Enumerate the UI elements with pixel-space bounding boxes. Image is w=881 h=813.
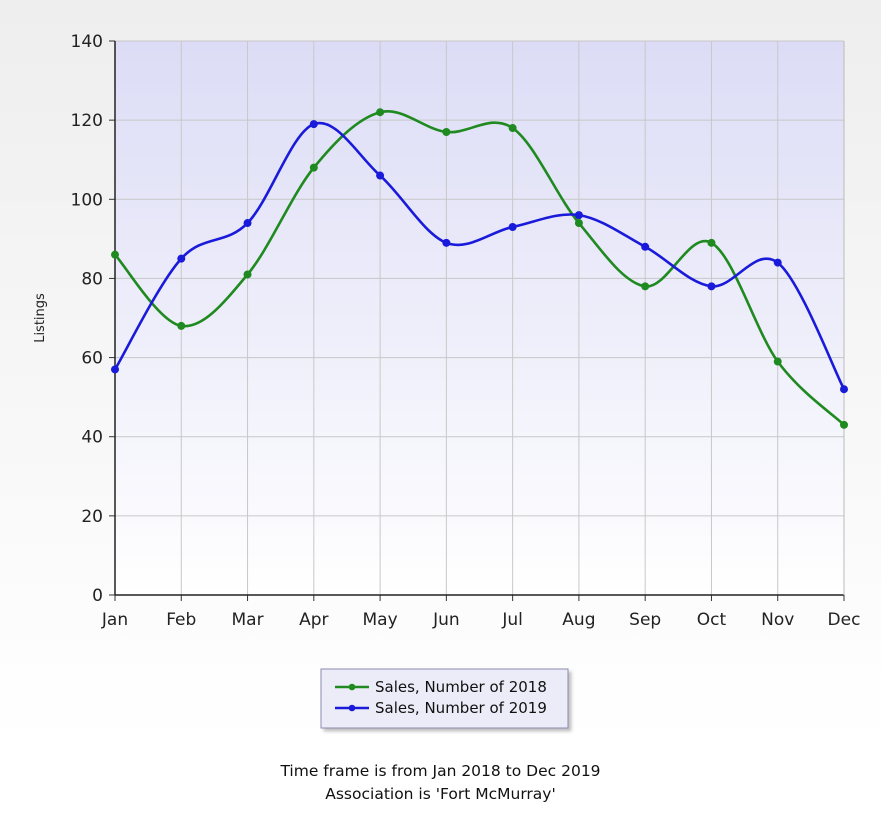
x-tick-label: Aug (562, 610, 595, 630)
data-point (641, 282, 650, 291)
axes (109, 40, 845, 601)
data-point (376, 171, 385, 180)
x-tick-label: Jan (101, 610, 128, 630)
series-2 (111, 120, 848, 394)
data-point (707, 238, 716, 247)
data-point (574, 211, 583, 220)
series-line (113, 121, 846, 390)
data-point (773, 258, 782, 267)
y-tick-label: 40 (81, 428, 103, 448)
data-point (442, 238, 451, 247)
grid-lines (115, 40, 845, 595)
data-point (840, 385, 848, 394)
data-point (111, 365, 119, 374)
data-point (707, 282, 716, 291)
y-tick-label: 0 (92, 586, 103, 606)
footer-info: Time frame is from Jan 2018 to Dec 2019 … (0, 760, 881, 806)
legend-item: Sales, Number of 2018 (335, 678, 547, 696)
x-tick-label: Nov (761, 610, 794, 630)
data-point (508, 222, 517, 231)
data-point (840, 420, 848, 429)
y-tick-label: 20 (81, 507, 103, 527)
data-point (574, 219, 583, 228)
data-point (243, 219, 252, 228)
data-point (508, 124, 517, 133)
legend-item: Sales, Number of 2019 (335, 699, 547, 717)
data-point (442, 128, 451, 137)
x-tick-label: Feb (166, 610, 196, 630)
legend-box (320, 668, 569, 729)
data-point (641, 242, 650, 251)
legend-swatch-marker (348, 704, 356, 712)
tick-labels: 0 20 40 60 80 100 120 140 Jan Feb Mar Apr May Jun Jul A… (71, 32, 861, 630)
y-tick-label: 120 (71, 111, 103, 131)
x-tick-label: Jun (432, 610, 460, 630)
data-point (773, 357, 782, 366)
x-tick-label: May (363, 610, 398, 630)
y-axis-title: Listings (33, 293, 48, 343)
x-tick-label: Apr (299, 610, 328, 630)
association-text: Association is 'Fort McMurray' (325, 785, 556, 803)
series-1 (111, 108, 848, 429)
y-tick-label: 60 (81, 349, 103, 369)
x-tick-label: Dec (828, 610, 861, 630)
x-tick-label: Sep (629, 610, 661, 630)
x-tick-label: Mar (232, 610, 264, 630)
x-tick-label: Oct (697, 610, 727, 630)
series-lines (111, 108, 848, 429)
data-point (177, 254, 186, 263)
plot-area (115, 41, 844, 595)
y-tick-label: 100 (71, 190, 103, 210)
series-line (114, 109, 845, 426)
legend-swatch-marker (348, 683, 356, 691)
data-point (243, 270, 252, 279)
legend-label: Sales, Number of 2019 (375, 699, 547, 717)
time-frame-text: Time frame is from Jan 2018 to Dec 2019 (280, 762, 601, 780)
data-point (111, 250, 119, 259)
data-point (309, 120, 318, 129)
y-tick-label: 80 (81, 269, 103, 289)
legend-label: Sales, Number of 2018 (375, 678, 547, 696)
chart-area: 0 20 40 60 80 100 120 140 Jan Feb Mar Apr May Jun Jul A… (0, 0, 881, 740)
data-point (177, 321, 186, 330)
y-tick-label: 140 (71, 32, 103, 52)
line-chart: 0 20 40 60 80 100 120 140 Jan Feb Mar Apr May Jun Jul A… (0, 0, 881, 740)
data-point (376, 108, 385, 117)
legend: Sales, Number of 2018 Sales, Number of 20… (320, 668, 569, 729)
data-point (309, 163, 318, 172)
x-tick-label: Jul (501, 610, 523, 630)
